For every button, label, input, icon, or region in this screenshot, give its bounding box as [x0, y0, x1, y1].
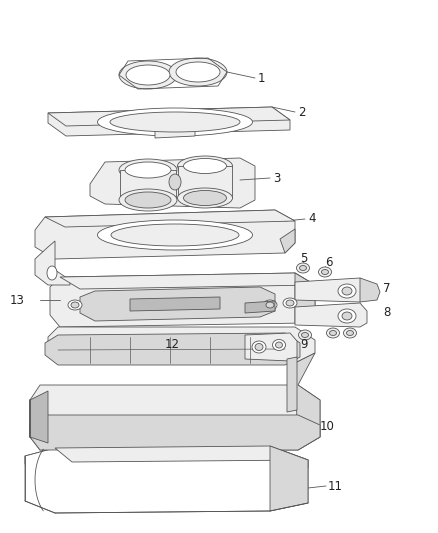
- Ellipse shape: [125, 192, 171, 208]
- Ellipse shape: [301, 333, 308, 337]
- Ellipse shape: [119, 159, 177, 181]
- Polygon shape: [155, 128, 195, 138]
- Polygon shape: [30, 415, 320, 450]
- Polygon shape: [30, 385, 320, 450]
- Ellipse shape: [111, 224, 239, 246]
- Text: 2: 2: [298, 106, 305, 118]
- Ellipse shape: [338, 284, 356, 298]
- Polygon shape: [90, 158, 255, 208]
- Ellipse shape: [98, 220, 252, 250]
- Text: 9: 9: [300, 338, 307, 351]
- Ellipse shape: [184, 190, 226, 206]
- Text: 13: 13: [10, 294, 25, 306]
- Ellipse shape: [266, 302, 274, 308]
- Polygon shape: [25, 446, 308, 513]
- Text: 4: 4: [308, 213, 315, 225]
- Polygon shape: [48, 327, 315, 363]
- Polygon shape: [45, 210, 295, 227]
- Ellipse shape: [177, 156, 233, 176]
- Ellipse shape: [283, 298, 297, 308]
- Ellipse shape: [177, 188, 233, 208]
- Polygon shape: [48, 107, 290, 126]
- Polygon shape: [120, 170, 176, 200]
- Polygon shape: [25, 446, 308, 478]
- Ellipse shape: [47, 266, 57, 280]
- Polygon shape: [178, 166, 232, 198]
- Ellipse shape: [326, 328, 339, 338]
- Ellipse shape: [342, 312, 352, 320]
- Polygon shape: [158, 66, 188, 81]
- Polygon shape: [130, 297, 220, 311]
- Ellipse shape: [255, 343, 263, 351]
- Text: 10: 10: [320, 421, 335, 433]
- Ellipse shape: [329, 330, 336, 335]
- Ellipse shape: [286, 300, 294, 306]
- Ellipse shape: [71, 302, 79, 308]
- Ellipse shape: [272, 340, 286, 351]
- Text: 6: 6: [325, 255, 332, 269]
- Polygon shape: [270, 446, 308, 511]
- Polygon shape: [35, 210, 295, 259]
- Polygon shape: [35, 241, 70, 285]
- Ellipse shape: [119, 189, 177, 211]
- Ellipse shape: [125, 162, 171, 178]
- Ellipse shape: [169, 58, 227, 86]
- Polygon shape: [295, 303, 367, 327]
- Polygon shape: [30, 391, 48, 443]
- Ellipse shape: [346, 330, 353, 335]
- Text: 8: 8: [383, 306, 390, 319]
- Polygon shape: [45, 333, 300, 365]
- Ellipse shape: [276, 342, 283, 348]
- Ellipse shape: [318, 267, 332, 277]
- Polygon shape: [280, 229, 295, 253]
- Ellipse shape: [343, 328, 357, 338]
- Ellipse shape: [321, 270, 328, 274]
- Text: 5: 5: [300, 252, 307, 264]
- Ellipse shape: [119, 61, 177, 89]
- Polygon shape: [48, 107, 290, 136]
- Polygon shape: [80, 287, 275, 321]
- Polygon shape: [50, 273, 315, 327]
- Ellipse shape: [68, 300, 82, 310]
- Text: 11: 11: [328, 480, 343, 492]
- Text: 3: 3: [273, 172, 280, 184]
- Polygon shape: [287, 357, 297, 412]
- Ellipse shape: [169, 174, 181, 190]
- Polygon shape: [55, 446, 308, 462]
- Ellipse shape: [297, 263, 310, 273]
- Ellipse shape: [126, 65, 170, 85]
- Ellipse shape: [184, 158, 226, 174]
- Text: 7: 7: [383, 281, 391, 295]
- Ellipse shape: [98, 108, 252, 136]
- Polygon shape: [60, 273, 315, 289]
- Ellipse shape: [299, 330, 311, 340]
- Ellipse shape: [342, 287, 352, 295]
- Ellipse shape: [263, 300, 277, 310]
- Polygon shape: [295, 273, 315, 323]
- Text: 1: 1: [258, 71, 265, 85]
- Ellipse shape: [338, 309, 356, 323]
- Ellipse shape: [300, 265, 307, 271]
- Polygon shape: [245, 301, 275, 313]
- Ellipse shape: [176, 62, 220, 82]
- Polygon shape: [245, 333, 297, 361]
- Polygon shape: [295, 278, 367, 302]
- Text: 12: 12: [165, 338, 180, 351]
- Polygon shape: [295, 353, 320, 450]
- Ellipse shape: [252, 341, 266, 353]
- Ellipse shape: [110, 112, 240, 132]
- Polygon shape: [360, 278, 380, 302]
